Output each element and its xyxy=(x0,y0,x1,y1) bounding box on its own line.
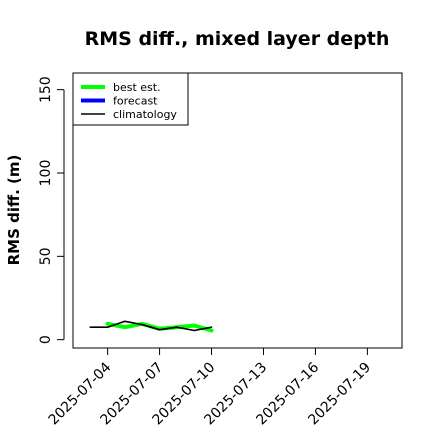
series-layer xyxy=(89,320,214,333)
y-tick-label: 100 xyxy=(38,160,54,187)
y-tick-label: 150 xyxy=(38,76,54,103)
y-axis: 0 50 100 150 xyxy=(38,76,65,344)
chart-title: RMS diff., mixed layer depth xyxy=(85,28,390,50)
legend-label: climatology xyxy=(113,108,177,121)
y-tick-label: 0 xyxy=(38,335,54,344)
x-axis: 2025-07-042025-07-072025-07-102025-07-13… xyxy=(46,347,374,428)
series-line-0 xyxy=(105,321,214,333)
series-line-2 xyxy=(89,320,213,332)
y-axis-label: RMS diff. (m) xyxy=(5,155,23,266)
legend-label: forecast xyxy=(113,95,158,108)
legend-label: best est. xyxy=(113,81,161,94)
y-tick-label: 50 xyxy=(38,247,54,265)
